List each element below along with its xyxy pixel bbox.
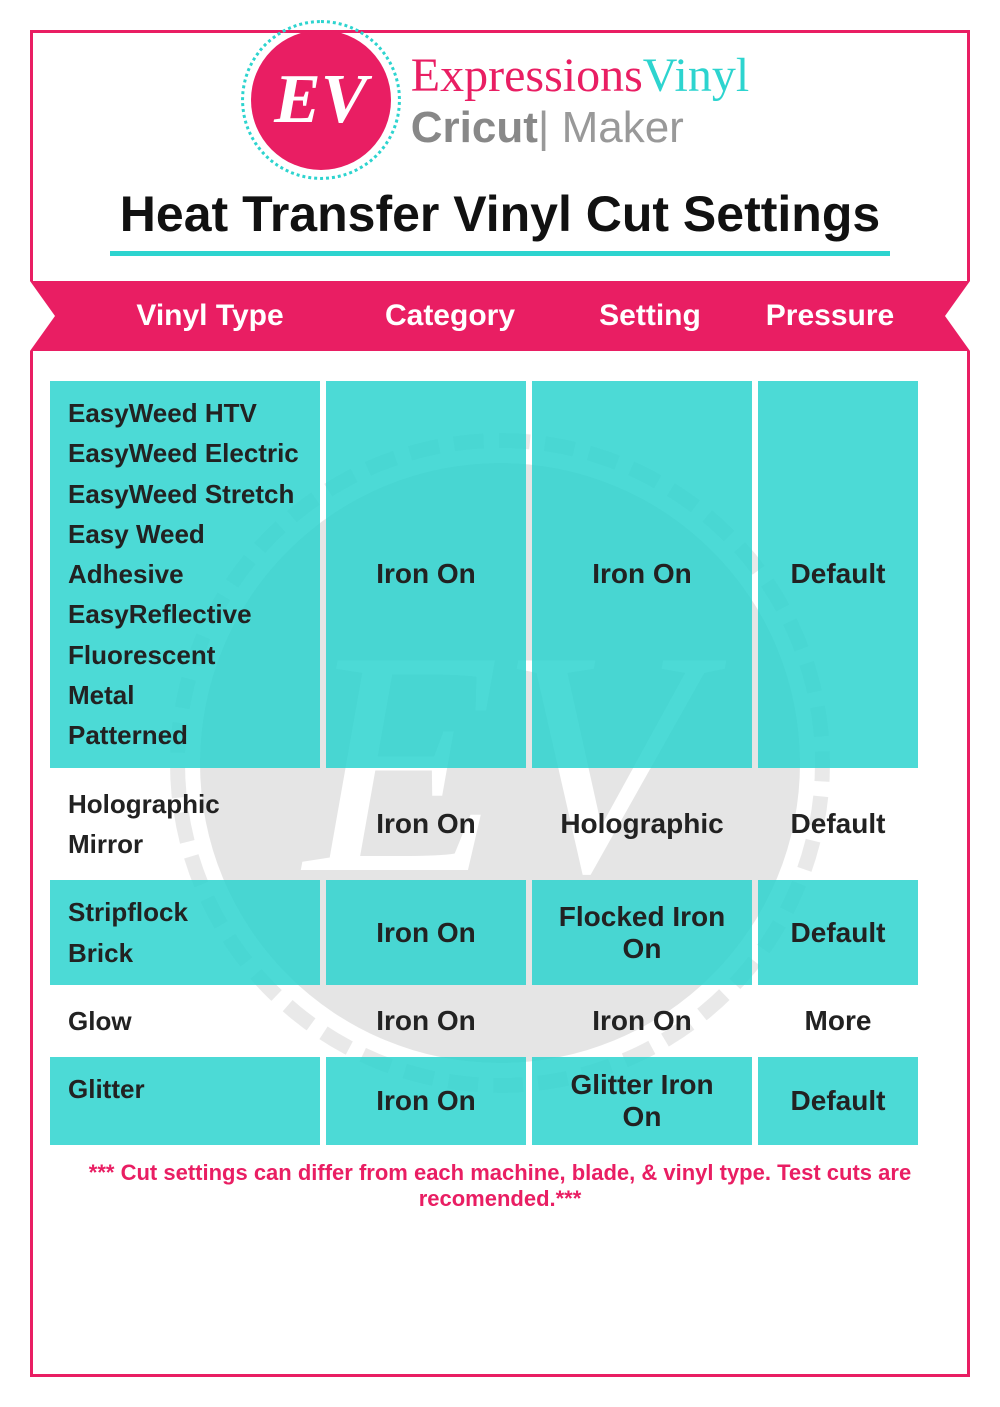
vinyl-type: EasyWeed HTV <box>68 393 257 433</box>
vinyl-type: Fluorescent <box>68 635 215 675</box>
logo-area: EV ExpressionsVinyl Cricut| Maker <box>50 30 950 170</box>
vinyl-types-cell: Glitter <box>50 1057 320 1145</box>
table-row: Glitter Iron On Glitter Iron On Default <box>50 1057 950 1145</box>
vinyl-type: EasyWeed Stretch <box>68 474 294 514</box>
setting-cell: Iron On <box>532 381 752 768</box>
category-cell: Iron On <box>326 880 526 985</box>
setting-cell: Holographic <box>532 772 752 877</box>
vinyl-type: Holographic <box>68 784 220 824</box>
title-underline <box>110 251 890 256</box>
brand-expressions: Expressions <box>411 49 643 102</box>
col-vinyl-type: Vinyl Type <box>70 299 350 333</box>
vinyl-type: Metal <box>68 675 134 715</box>
vinyl-type: Glow <box>68 1001 132 1041</box>
table-row: EasyWeed HTV EasyWeed Electric EasyWeed … <box>50 381 950 768</box>
page-title: Heat Transfer Vinyl Cut Settings <box>50 185 950 243</box>
brand-text: ExpressionsVinyl Cricut| Maker <box>411 48 749 153</box>
vinyl-type: Easy Weed Adhesive <box>68 514 302 595</box>
category-cell: Iron On <box>326 381 526 768</box>
table-row: Stripflock Brick Iron On Flocked Iron On… <box>50 880 950 985</box>
brand-expressions-vinyl: ExpressionsVinyl <box>411 48 749 103</box>
pressure-cell: Default <box>758 772 918 877</box>
vinyl-types-cell: Glow <box>50 989 320 1053</box>
pressure-cell: Default <box>758 1057 918 1145</box>
ev-logo-text: EV <box>274 60 367 140</box>
brand-vinyl: Vinyl <box>643 49 749 102</box>
content-area: EV ExpressionsVinyl Cricut| Maker Heat T… <box>0 0 1000 1232</box>
header-row: Vinyl Type Category Setting Pressure <box>30 299 970 333</box>
ev-logo-circle: EV <box>251 30 391 170</box>
vinyl-type: Mirror <box>68 824 143 864</box>
col-pressure: Pressure <box>750 299 910 333</box>
header-ribbon: Vinyl Type Category Setting Pressure <box>30 281 970 351</box>
vinyl-type: Glitter <box>68 1069 145 1109</box>
vinyl-type: Brick <box>68 933 133 973</box>
maker-text: Maker <box>549 103 683 152</box>
footnote: *** Cut settings can differ from each ma… <box>50 1160 950 1212</box>
vinyl-type: Stripflock <box>68 892 188 932</box>
setting-cell: Flocked Iron On <box>532 880 752 985</box>
pressure-cell: Default <box>758 381 918 768</box>
vinyl-type: EasyWeed Electric <box>68 433 299 473</box>
cricut-maker-line: Cricut| Maker <box>411 103 749 153</box>
category-cell: Iron On <box>326 1057 526 1145</box>
category-cell: Iron On <box>326 989 526 1053</box>
table-row: Glow Iron On Iron On More <box>50 989 950 1053</box>
col-setting: Setting <box>550 299 750 333</box>
vinyl-types-cell: EasyWeed HTV EasyWeed Electric EasyWeed … <box>50 381 320 768</box>
setting-cell: Glitter Iron On <box>532 1057 752 1145</box>
pressure-cell: More <box>758 989 918 1053</box>
logo-row: EV ExpressionsVinyl Cricut| Maker <box>50 30 950 170</box>
vinyl-types-cell: Stripflock Brick <box>50 880 320 985</box>
category-cell: Iron On <box>326 772 526 877</box>
pressure-cell: Default <box>758 880 918 985</box>
vinyl-type: EasyReflective <box>68 594 252 634</box>
vinyl-type: Patterned <box>68 715 188 755</box>
vinyl-types-cell: Holographic Mirror <box>50 772 320 877</box>
col-category: Category <box>350 299 550 333</box>
settings-table: EV EasyWeed HTV EasyWeed Electric EasyWe… <box>50 381 950 1145</box>
table-row: Holographic Mirror Iron On Holographic D… <box>50 772 950 877</box>
cricut-text: Cricut <box>411 103 538 152</box>
setting-cell: Iron On <box>532 989 752 1053</box>
